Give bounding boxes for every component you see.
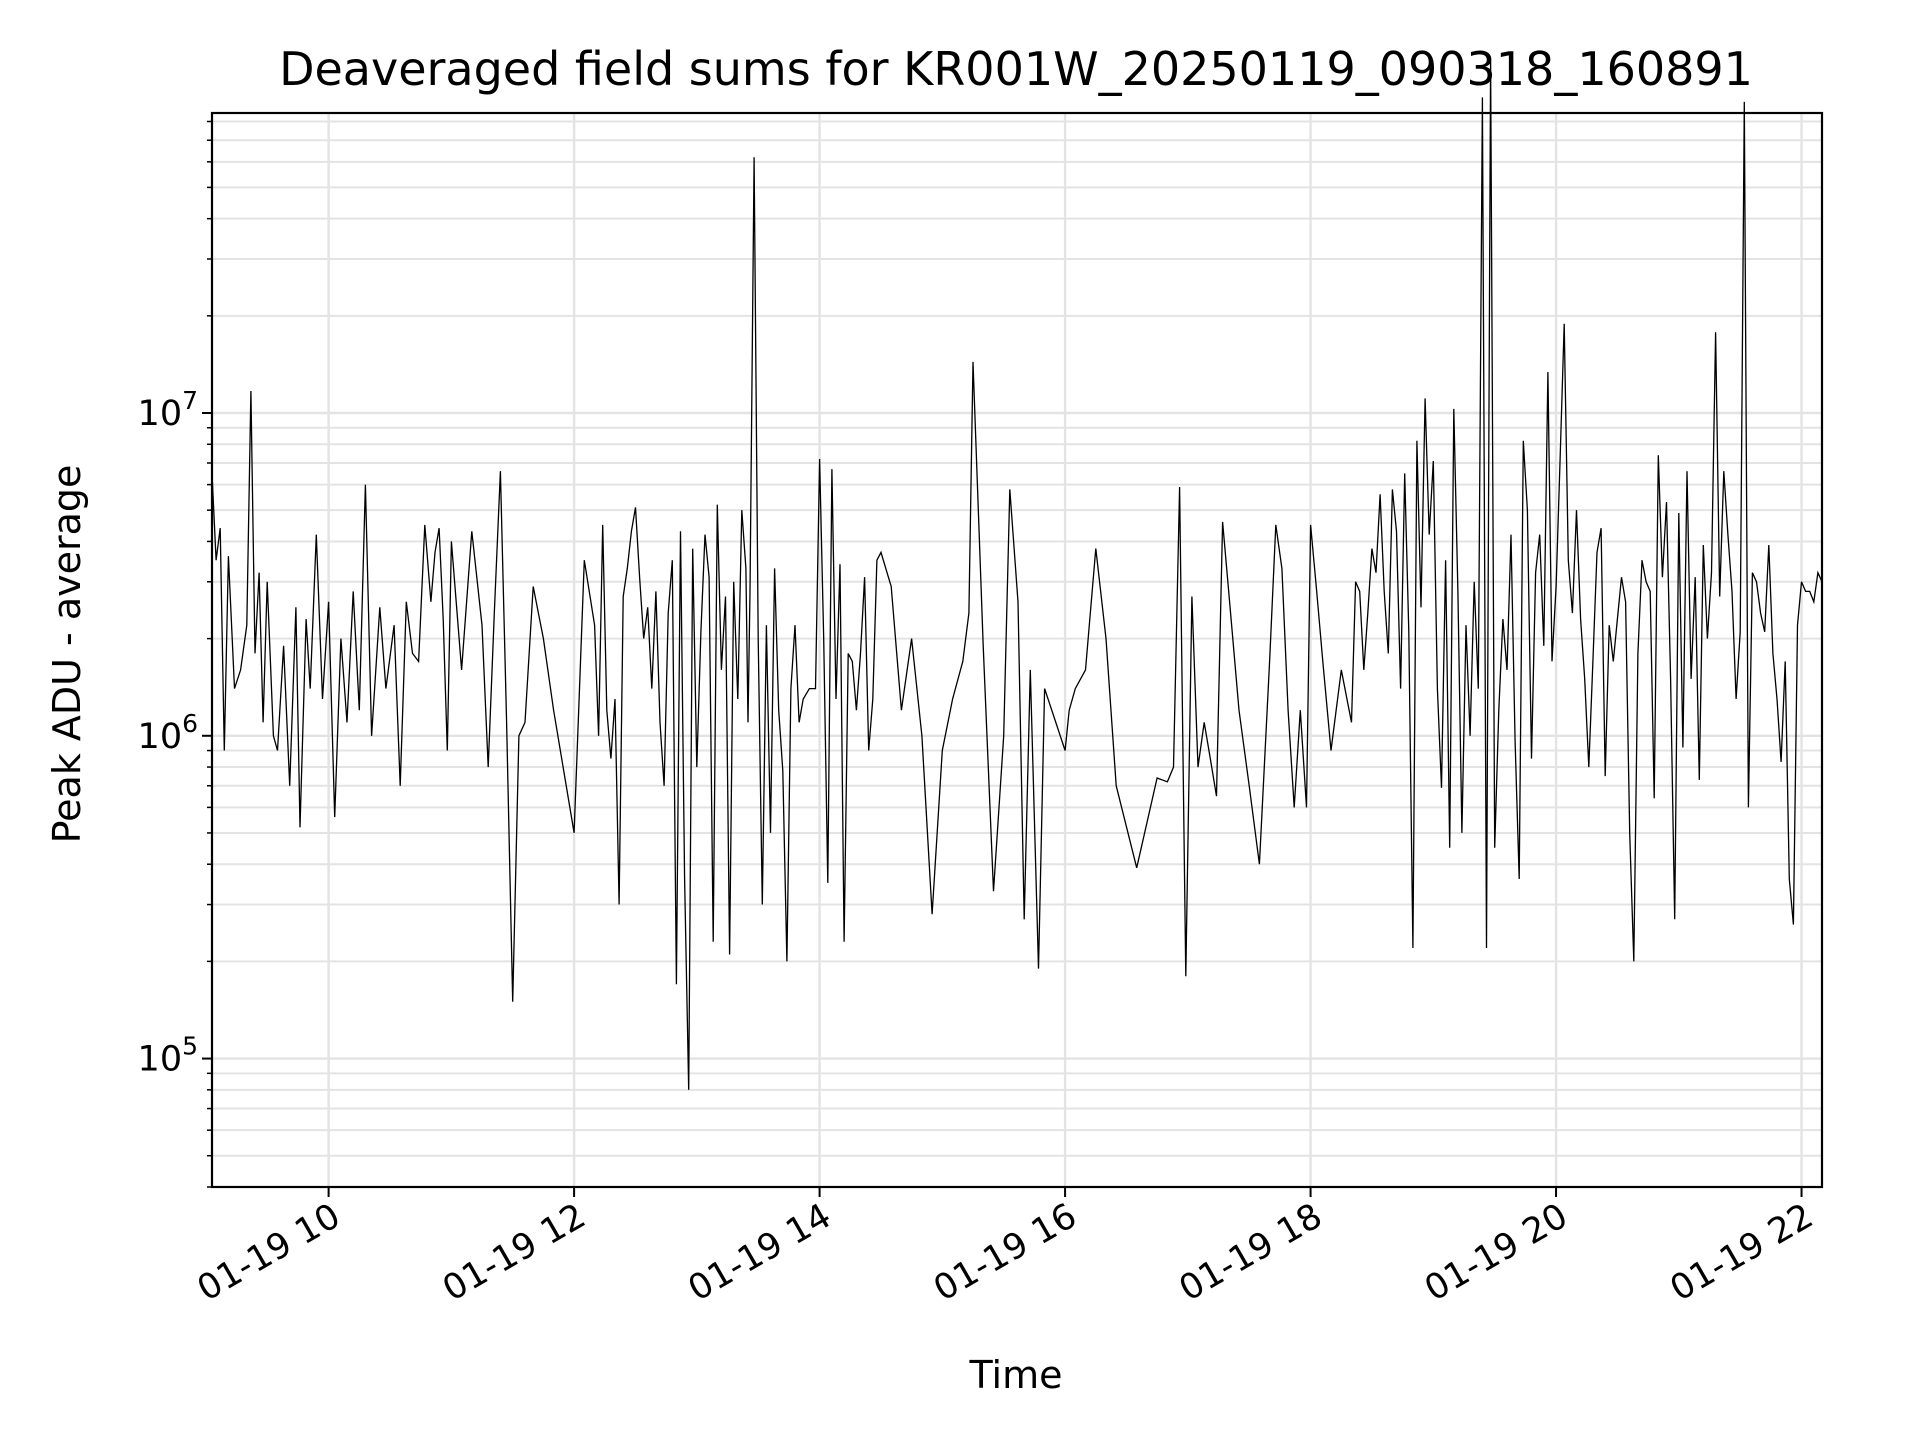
y-axis: 105 106 107 (138, 120, 212, 1188)
y-tick-label: 106 (138, 709, 198, 757)
chart-title: Deaveraged field sums for KR001W_2025011… (279, 42, 1753, 96)
series-layer (211, 58, 1823, 1090)
data-series-line (211, 58, 1823, 1090)
y-axis-label: Peak ADU - average (45, 465, 89, 844)
plot-frame (210, 111, 1824, 1189)
y-tick-label: 107 (138, 386, 198, 434)
y-tick-label: 105 (138, 1032, 198, 1080)
x-axis-label: Time (969, 1353, 1063, 1397)
grid (212, 113, 1822, 1188)
